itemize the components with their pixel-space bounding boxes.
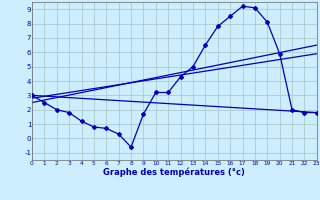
X-axis label: Graphe des températures (°c): Graphe des températures (°c) (103, 167, 245, 177)
